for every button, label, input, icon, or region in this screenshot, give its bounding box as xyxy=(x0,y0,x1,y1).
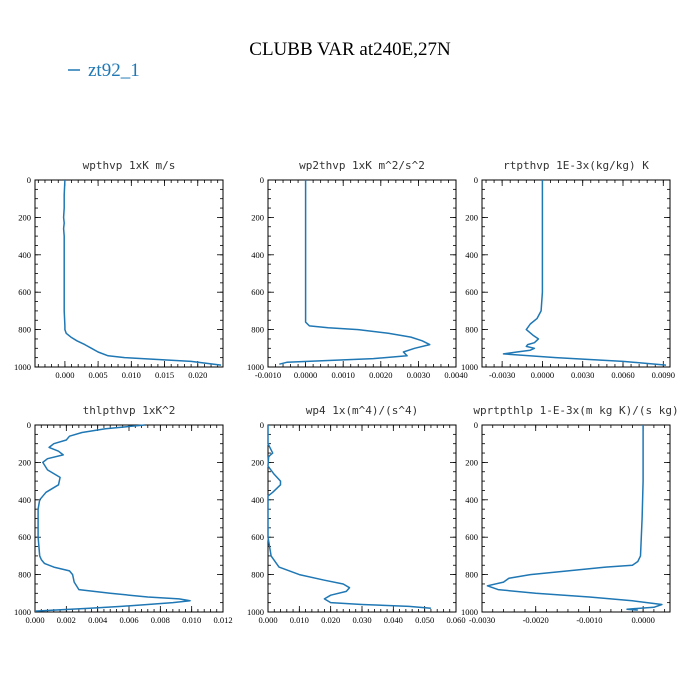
y-tick-label: 1000 xyxy=(14,607,31,617)
x-tick-label: 0.0020 xyxy=(369,370,392,380)
legend-label: zt92_1 xyxy=(88,60,140,81)
y-tick-label: 600 xyxy=(465,532,478,542)
x-tick-label: 0.006 xyxy=(119,615,138,625)
x-tick-label: 0.050 xyxy=(415,615,434,625)
plot-frame xyxy=(481,179,671,368)
series-line xyxy=(486,425,663,611)
y-tick-label: 1000 xyxy=(461,362,478,372)
series-line xyxy=(267,425,431,610)
x-tick-label: 0.0000 xyxy=(631,615,654,625)
y-tick-label: 600 xyxy=(18,287,31,297)
x-tick-label: 0.000 xyxy=(25,615,44,625)
y-tick-label: 400 xyxy=(251,495,264,505)
y-tick-label: 600 xyxy=(18,532,31,542)
x-tick-label: 0.010 xyxy=(290,615,309,625)
y-tick-label: 800 xyxy=(465,325,478,335)
x-tick-label: 0.010 xyxy=(182,615,201,625)
x-tick-label: -0.0030 xyxy=(469,615,495,625)
panel-title: wp4 1x(m^4)/(s^4) xyxy=(306,404,419,417)
x-tick-label: 0.012 xyxy=(213,615,232,625)
figure-title: CLUBB VAR at240E,27N xyxy=(249,39,451,60)
y-tick-label: 400 xyxy=(465,495,478,505)
y-tick-label: 1000 xyxy=(247,362,264,372)
y-tick-label: 0 xyxy=(260,420,264,430)
x-tick-label: 0.0010 xyxy=(332,370,355,380)
y-tick-label: 0 xyxy=(27,420,31,430)
y-tick-label: 200 xyxy=(251,457,264,467)
x-tick-label: 0.060 xyxy=(446,615,465,625)
panel-6: wprtpthlp 1-E-3x(m kg K)/(s kg) -0.0030 -0… xyxy=(461,404,679,625)
series-line xyxy=(279,180,431,365)
panel-2: wp2thvp 1xK m^2/s^2 -0.0010 0.0000 0.0010 0.… xyxy=(247,159,468,380)
y-tick-label: 200 xyxy=(18,212,31,222)
legend: zt92_1 xyxy=(68,60,140,81)
y-tick-label: 800 xyxy=(251,570,264,580)
x-tick-label: 0.020 xyxy=(188,370,207,380)
y-tick-label: 1000 xyxy=(14,362,31,372)
panel-title: rtpthvp 1E-3x(kg/kg) K xyxy=(503,159,649,172)
panel-3: rtpthvp 1E-3x(kg/kg) K -0.0030 0.0000 0.003… xyxy=(461,159,675,380)
x-tick-label: 0.005 xyxy=(89,370,108,380)
y-tick-label: 0 xyxy=(260,175,264,185)
panel-title: thlpthvp 1xK^2 xyxy=(83,404,176,417)
x-tick-label: 0.020 xyxy=(321,615,340,625)
y-tick-label: 0 xyxy=(27,175,31,185)
y-tick-label: 800 xyxy=(251,325,264,335)
x-tick-label: -0.0010 xyxy=(255,370,281,380)
x-tick-label: 0.004 xyxy=(88,615,108,625)
x-tick-label: -0.0020 xyxy=(523,615,549,625)
panels: wpthvp 1xK m/s 0.000 0.005 0.010 0.015 0.020 0… xyxy=(14,159,679,625)
plot-frame xyxy=(34,424,224,613)
x-tick-label: 0.0000 xyxy=(531,370,554,380)
y-tick-label: 600 xyxy=(251,287,264,297)
y-tick-label: 0 xyxy=(474,175,478,185)
y-tick-label: 800 xyxy=(465,570,478,580)
x-tick-label: 0.002 xyxy=(57,615,76,625)
series-line xyxy=(34,424,191,612)
y-tick-label: 600 xyxy=(251,532,264,542)
panel-title: wp2thvp 1xK m^2/s^2 xyxy=(299,159,425,172)
x-tick-label: 0.000 xyxy=(55,370,74,380)
y-tick-label: 200 xyxy=(465,212,478,222)
y-tick-label: 200 xyxy=(465,457,478,467)
panel-4: thlpthvp 1xK^2 0.000 0.002 0.004 0.006 0.008 0… xyxy=(14,404,233,625)
x-tick-label: 0.015 xyxy=(155,370,174,380)
y-tick-label: 400 xyxy=(18,250,31,260)
series-line xyxy=(62,179,222,366)
x-tick-label: -0.0010 xyxy=(576,615,602,625)
x-tick-label: 0.008 xyxy=(151,615,170,625)
y-tick-label: 0 xyxy=(474,420,478,430)
x-tick-label: 0.0090 xyxy=(652,370,675,380)
panel-title: wprtpthlp 1-E-3x(m kg K)/(s kg) xyxy=(473,404,678,417)
plot-frame xyxy=(267,424,457,613)
y-tick-label: 400 xyxy=(18,495,31,505)
x-tick-label: 0.030 xyxy=(352,615,371,625)
y-tick-label: 800 xyxy=(18,325,31,335)
x-tick-label: 0.0040 xyxy=(444,370,467,380)
y-tick-label: 200 xyxy=(251,212,264,222)
x-tick-label: 0.0060 xyxy=(611,370,634,380)
series-line xyxy=(502,180,667,366)
panel-5: wp4 1x(m^4)/(s^4) 0.000 0.010 0.020 0.030 0.0… xyxy=(247,404,466,625)
y-tick-label: 400 xyxy=(251,250,264,260)
x-tick-label: 0.010 xyxy=(122,370,141,380)
x-tick-label: 0.000 xyxy=(258,615,277,625)
panel-1: wpthvp 1xK m/s 0.000 0.005 0.010 0.015 0.020 0… xyxy=(14,159,224,380)
x-tick-label: 0.040 xyxy=(384,615,403,625)
y-tick-label: 1000 xyxy=(247,607,264,617)
y-tick-label: 1000 xyxy=(461,607,478,617)
x-tick-label: 0.0030 xyxy=(407,370,430,380)
panel-title: wpthvp 1xK m/s xyxy=(83,159,176,172)
x-tick-label: 0.0000 xyxy=(294,370,317,380)
y-tick-label: 600 xyxy=(465,287,478,297)
y-tick-label: 800 xyxy=(18,570,31,580)
plot-frame xyxy=(267,179,457,368)
y-tick-label: 200 xyxy=(18,457,31,467)
x-tick-label: -0.0030 xyxy=(489,370,515,380)
x-tick-label: 0.0030 xyxy=(571,370,594,380)
y-tick-label: 400 xyxy=(465,250,478,260)
plot-frame xyxy=(34,179,224,368)
